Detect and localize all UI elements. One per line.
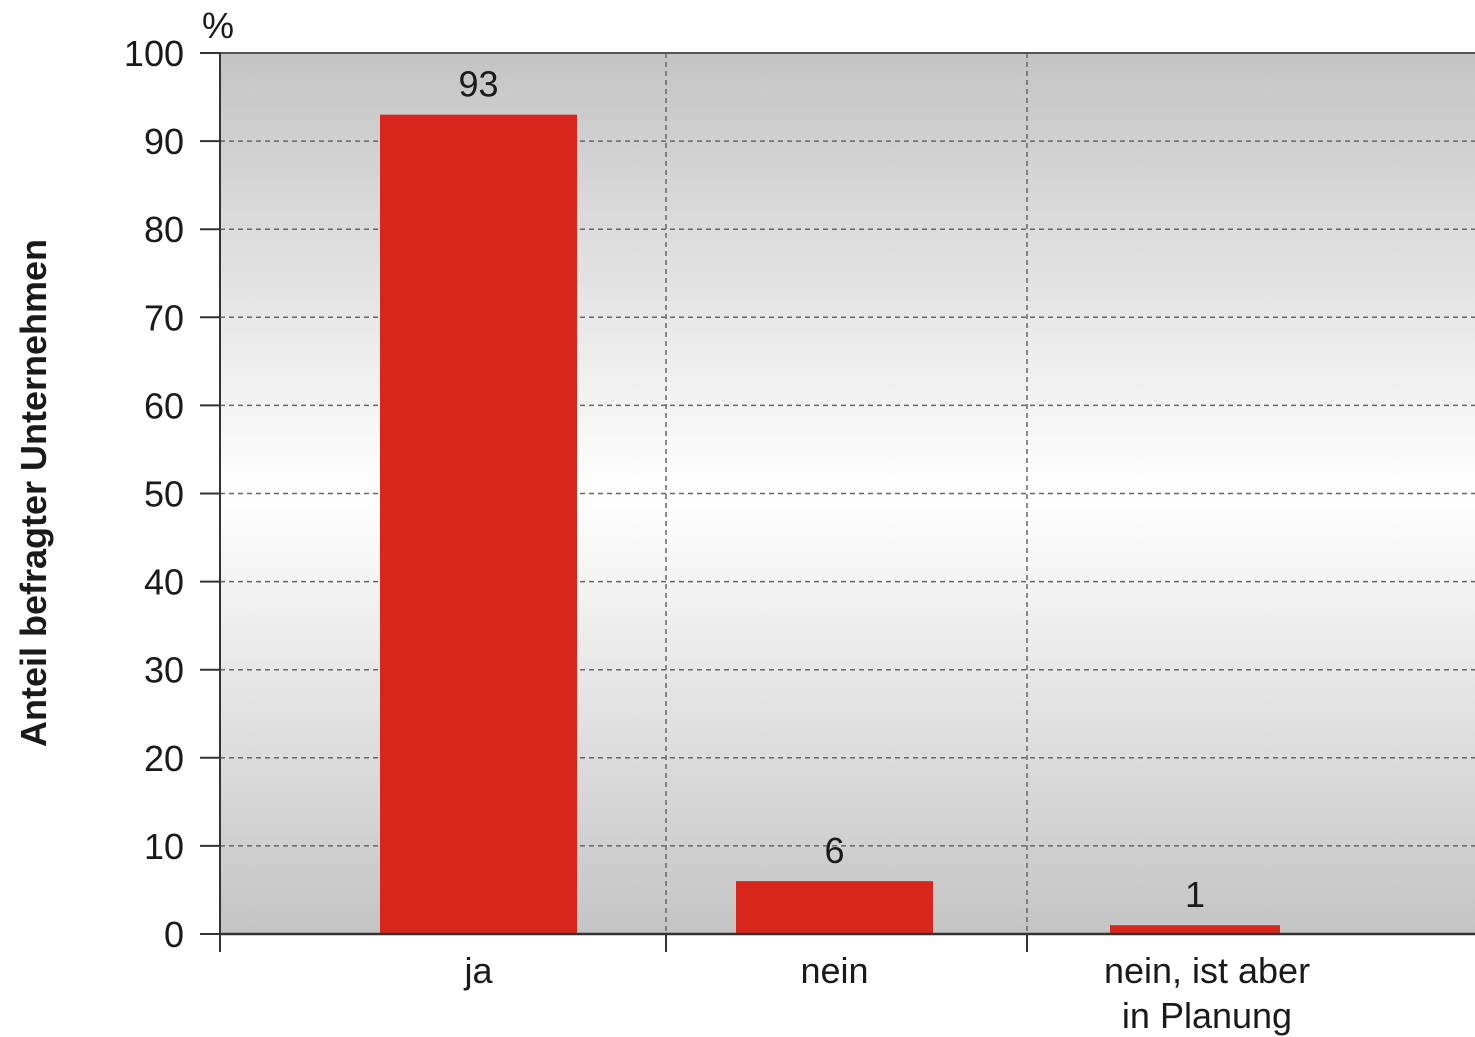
data-label: 93 [458,64,498,105]
bar [1110,925,1280,934]
y-tick-label: 30 [144,650,184,691]
axes: 0 10 20 30 40 50 60 70 80 90 100 [124,33,1475,955]
x-tick-label: ja [463,950,493,991]
y-tick-label: 100 [124,33,184,74]
data-label: 1 [1185,874,1205,915]
y-tick-label: 40 [144,562,184,603]
y-tick-label: 0 [164,914,184,955]
y-tick-label: 60 [144,385,184,426]
bars [380,114,1280,935]
bar [380,114,577,935]
data-label: 6 [824,830,844,871]
y-tick-label: 50 [144,474,184,515]
y-tick-label: 70 [144,297,184,338]
y-tick-label: 10 [144,826,184,867]
y-tick-label: 90 [144,121,184,162]
x-tick-label: in Planung [1122,995,1292,1036]
x-tick-label: nein [800,950,868,991]
y-tick-label: 20 [144,738,184,779]
bar [736,881,933,934]
y-axis-label: Anteil befragter Unternehmen [13,239,54,747]
y-axis-unit: % [202,5,234,46]
x-tick-label: nein, ist aber [1104,950,1310,991]
y-tick-label: 80 [144,209,184,250]
